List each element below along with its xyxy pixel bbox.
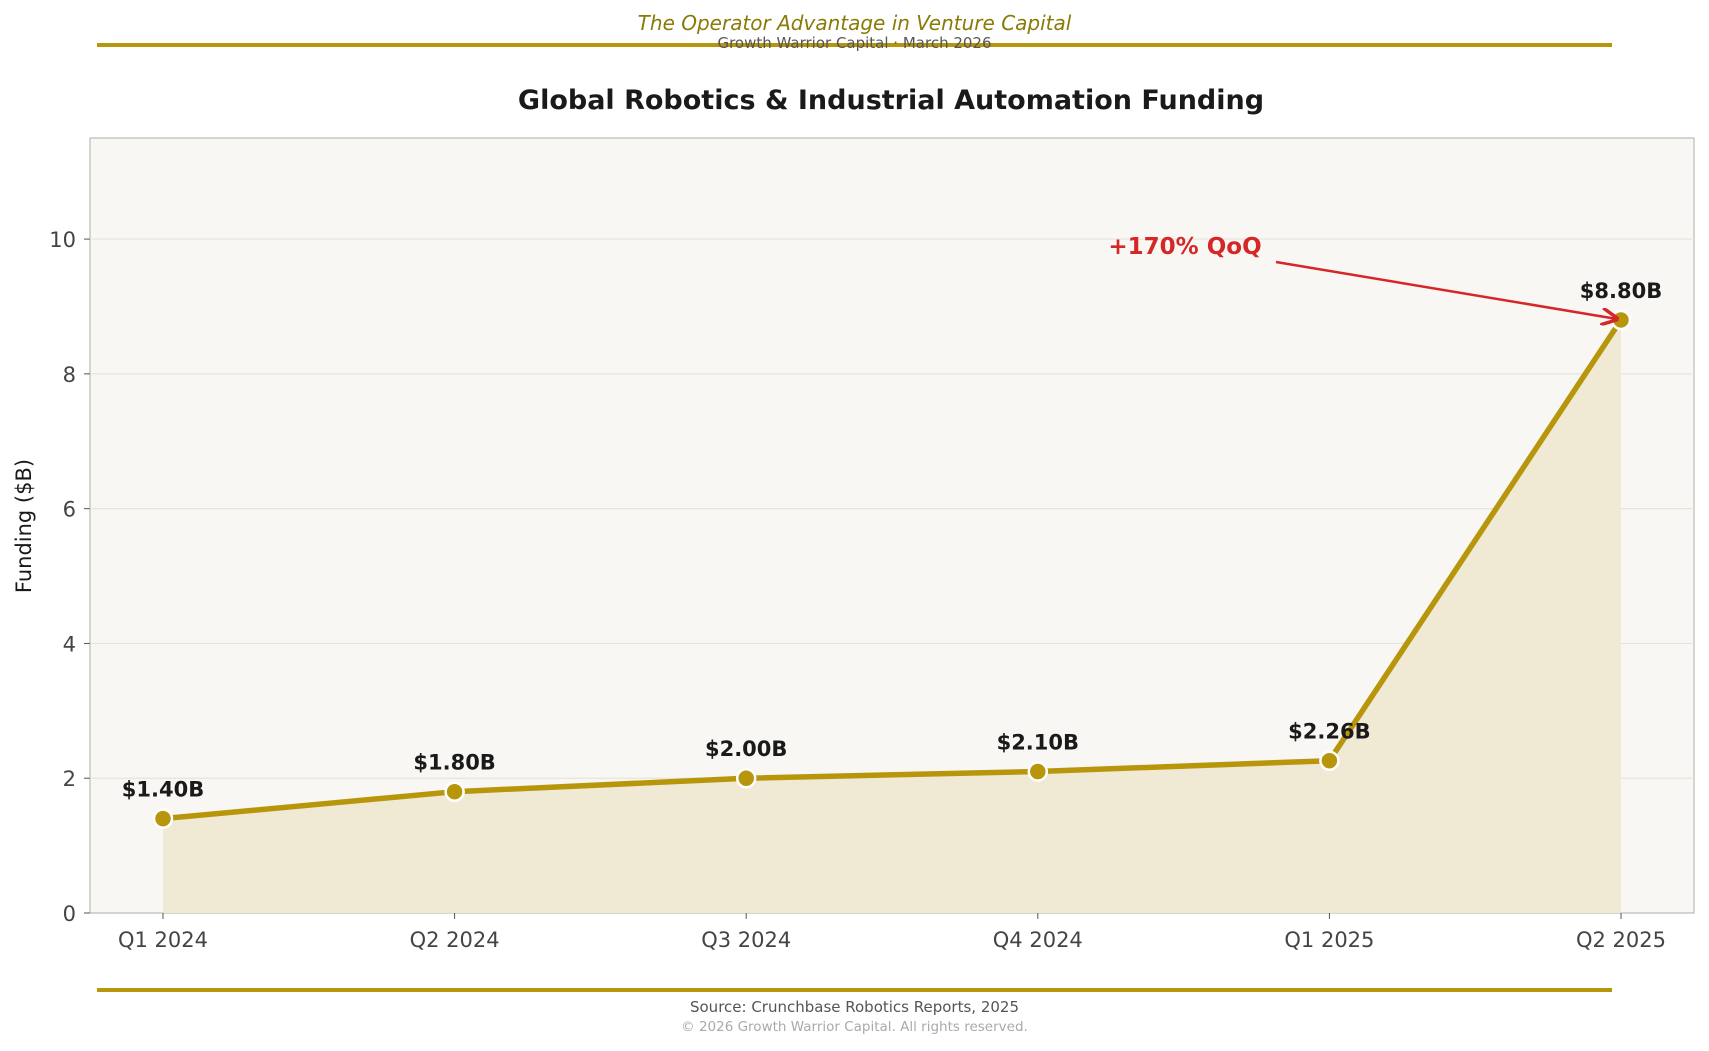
y-tick-label: 10 [49, 228, 76, 252]
x-tick-label: Q4 2024 [993, 928, 1083, 952]
source-note: Source: Crunchbase Robotics Reports, 202… [689, 998, 1020, 1016]
bottom-divider [97, 988, 1612, 992]
data-point [152, 808, 174, 829]
data-point [444, 781, 465, 802]
y-axis-label: Funding ($B) [12, 459, 36, 593]
y-tick-label: 6 [63, 498, 76, 522]
x-tick-label: Q1 2024 [118, 928, 208, 952]
report-title: The Operator Advantage in Venture Capita… [637, 11, 1072, 35]
data-label: $2.26B [1288, 720, 1370, 744]
data-label: $8.80B [1580, 279, 1662, 303]
data-point [1027, 761, 1049, 782]
annotation-arrow [1275, 260, 1617, 319]
data-label: $1.40B [122, 778, 204, 802]
data-point [1319, 750, 1340, 771]
y-tick-label: 2 [63, 767, 76, 791]
x-tick-label: Q1 2025 [1284, 928, 1374, 952]
data-label: $2.10B [997, 730, 1079, 754]
y-tick-label: 4 [63, 632, 76, 656]
chart-title: Global Robotics & Industrial Automation … [518, 85, 1264, 116]
data-point [735, 767, 757, 789]
y-tick-label: 8 [63, 363, 76, 387]
data-label: $2.00B [705, 737, 787, 761]
series-line [160, 317, 1624, 822]
data-label: $1.80B [413, 751, 495, 775]
copyright-note: © 2026 Growth Warrior Capital. All right… [681, 1019, 1028, 1035]
annotation-label: +170% QoQ [1108, 234, 1261, 260]
x-tick-label: Q3 2024 [701, 928, 791, 952]
data-point [1610, 309, 1632, 331]
y-tick-label: 0 [63, 902, 76, 926]
top-divider [97, 43, 1612, 47]
x-tick-label: Q2 2024 [410, 928, 500, 952]
report-subtitle: Growth Warrior Capital · March 2026 [717, 34, 992, 52]
x-tick-label: Q2 2025 [1576, 928, 1666, 952]
